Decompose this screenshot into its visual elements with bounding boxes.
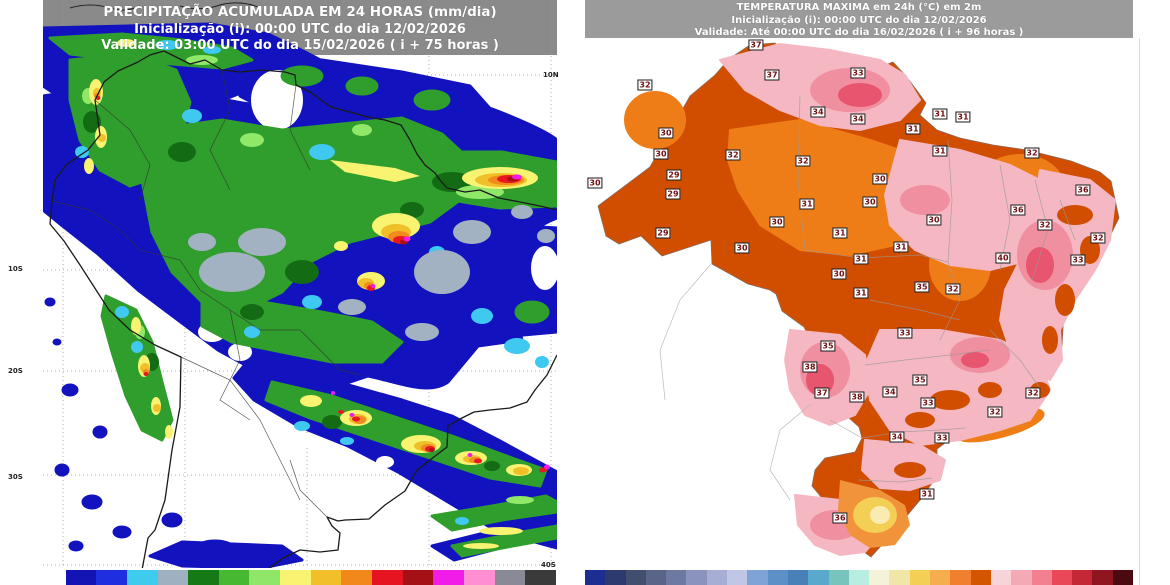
colorbar-segment [341,570,373,585]
colorbar-segment [808,570,829,585]
colorbar-segment [249,570,281,585]
colorbar-segment [706,570,728,585]
lat-label: 30S [8,473,23,481]
colorbar-segment [990,570,1012,585]
colorbar-segment [96,570,127,585]
colorbar-segment [463,570,495,585]
temp-title-bar [585,0,1133,38]
coastline [49,50,557,568]
state-borders [797,95,1076,483]
colorbar-segment [970,570,991,585]
colorbar-segment [950,570,971,585]
colorbar-segment [310,570,342,585]
temperature-map-panel: TEMPERATURA MAXIMA em 24h (°C) em 2m Ini… [585,0,1170,585]
rain-cyan-layer [75,40,549,525]
colorbar-segment [218,570,250,585]
colorbar-segment [1092,570,1113,585]
colorbar-segment [157,570,189,585]
colorbar-segment [372,570,403,585]
colorbar-segment [889,570,910,585]
colorbar-segment [402,570,434,585]
colorbar-segment [605,570,626,585]
temperature-map-image [597,42,1120,558]
colorbar-segment [645,570,667,585]
colorbar-segment [625,570,646,585]
temperature-fill-layers [624,43,1116,556]
colorbar-segment [525,570,556,585]
colorbar-segment [727,570,748,585]
colorbar-segment [433,570,464,585]
colorbar-segment [869,570,890,585]
colorbar-segment [848,570,870,585]
temp-title-line2: Inicialização (i): 00:00 UTC do dia 12/0… [731,14,987,26]
rain-darkgreen-layer [83,111,500,471]
colorbar-segment [188,570,219,585]
temp-title: TEMPERATURA MAXIMA em 24h (°C) em 2m Ini… [585,2,1133,40]
precip-title: PRECIPITAÇÃO ACUMULADA EM 24 HORAS (mm/d… [43,4,557,55]
lat-label: 10N [543,71,559,79]
lat-label: 20S [8,367,23,375]
colorbar-segment [1031,570,1052,585]
temp-title-line1: TEMPERATURA MAXIMA em 24h (°C) em 2m [736,2,982,13]
colorbar-segment [126,570,158,585]
colorbar-segment [280,570,311,585]
precipitation-map-image [43,0,557,568]
colorbar-segment [1112,570,1134,585]
colorbar-segment [787,570,809,585]
colorbar-segment [65,570,97,585]
precip-title-line2: Inicialização (i): 00:00 UTC do dia 12/0… [134,21,466,37]
colorbar-segment [494,570,526,585]
colorbar-segment [666,570,687,585]
temp-title-line3: Validade: Até 00:00 UTC do dia 16/02/202… [694,27,1024,38]
colorbar-segment [35,570,66,585]
precip-title-line1: PRECIPITAÇÃO ACUMULADA EM 24 HORAS (mm/d… [103,4,497,20]
colorbar-segment [1011,570,1032,585]
lat-label: 10S [8,265,23,273]
caribbean-islands-outline [69,2,259,11]
colorbar-segment [909,570,931,585]
colorbar-segment [1051,570,1073,585]
precip-colorbar [35,570,556,585]
precipitation-map-panel: PRECIPITAÇÃO ACUMULADA EM 24 HORAS (mm/d… [8,0,559,585]
colorbar-segment [585,570,606,585]
country-borders [51,69,361,518]
lat-label: 40S [541,561,556,569]
rain-gray-layer [188,205,555,341]
colorbar-segment [767,570,788,585]
neighbour-borders [659,263,812,501]
rain-magenta-layer [331,174,550,470]
panel-divider-line [1139,38,1140,585]
colorbar-segment [686,570,707,585]
temp-colorbar [585,570,1134,585]
colorbar-segment [1072,570,1093,585]
colorbar-segment [930,570,951,585]
colorbar-segment [747,570,768,585]
precip-title-line3: Validade: 03:00 UTC do dia 15/02/2026 ( … [101,38,499,54]
colorbar-segment [828,570,849,585]
